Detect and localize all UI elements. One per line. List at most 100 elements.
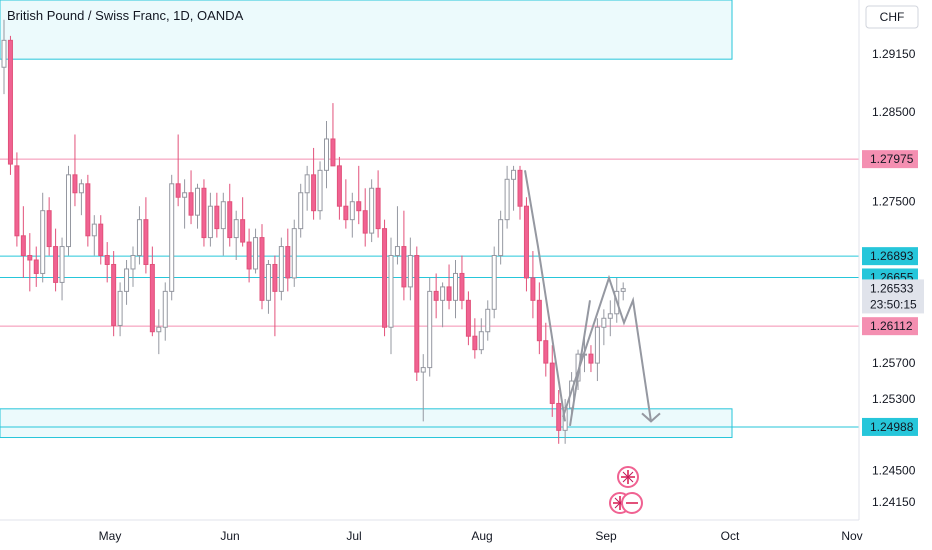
support-resistance-zone[interactable] xyxy=(0,408,733,439)
candle-body-down xyxy=(240,219,246,243)
candle xyxy=(601,309,607,346)
candle-body-down xyxy=(401,246,407,288)
candle xyxy=(401,210,407,301)
candle-body-up xyxy=(156,326,162,333)
candle-body-down xyxy=(227,201,233,239)
uk-flag-icon[interactable] xyxy=(617,466,639,488)
projection-arrowhead xyxy=(641,412,661,423)
candle-body-down xyxy=(433,290,439,301)
uk-flag-icon[interactable] xyxy=(609,492,643,514)
price-tick-label: 1.25700 xyxy=(872,356,916,370)
candle-body-up xyxy=(91,223,97,237)
candle-body-down xyxy=(111,263,117,326)
candle-body-down xyxy=(85,183,91,237)
candle xyxy=(291,219,297,287)
candle xyxy=(549,345,555,417)
price-axis[interactable]: 1.24150 1.24500 1.25300 1.25700 1.27500 1.285… xyxy=(862,47,924,509)
support-resistance-zone[interactable] xyxy=(0,0,733,60)
candle xyxy=(556,390,562,444)
candle xyxy=(343,179,349,229)
current-price-box[interactable] xyxy=(862,279,924,314)
candle xyxy=(98,215,104,265)
candle xyxy=(414,246,420,382)
candle-body-up xyxy=(601,317,607,328)
candle xyxy=(465,291,471,346)
candle-body-down xyxy=(382,228,388,328)
current-price-label: 1.26533 xyxy=(870,281,914,295)
price-tick-label: 1.24500 xyxy=(872,464,916,478)
price-line-label-box[interactable] xyxy=(862,247,918,266)
candle xyxy=(136,206,142,265)
candle xyxy=(233,210,239,260)
price-line-label-box[interactable] xyxy=(862,150,918,169)
candle xyxy=(304,165,310,211)
candle-body-up xyxy=(394,246,400,257)
candle xyxy=(240,197,246,247)
candle-body-down xyxy=(246,241,252,270)
candle-body-up xyxy=(369,187,375,234)
candle-body-up xyxy=(66,174,71,248)
candle-body-down xyxy=(356,201,362,212)
chart-title: British Pound / Swiss Franc, 1D, OANDA xyxy=(7,8,244,23)
candle xyxy=(324,121,329,189)
projection-path[interactable] xyxy=(562,274,652,422)
projection-layer xyxy=(524,170,661,427)
candle-body-down xyxy=(446,286,452,301)
candle-body-up xyxy=(388,255,394,328)
candle-body-up xyxy=(40,210,46,274)
candle-body-up xyxy=(407,255,413,288)
candle xyxy=(33,246,39,287)
candle-body-down xyxy=(588,353,594,364)
candle-body-down xyxy=(188,192,194,216)
candle xyxy=(104,242,110,283)
candle-body-up xyxy=(304,174,310,194)
candle-body-up xyxy=(504,178,510,221)
candle-body-up xyxy=(298,192,304,230)
price-line-label: 1.26112 xyxy=(870,319,913,333)
candle-body-down xyxy=(375,187,381,230)
candle xyxy=(317,161,323,220)
candle-body-down xyxy=(20,235,26,257)
candle xyxy=(46,197,52,256)
currency-badge-box[interactable] xyxy=(865,5,919,29)
candle xyxy=(188,170,194,225)
candle xyxy=(285,228,291,292)
candle xyxy=(59,237,65,301)
candle-body-down xyxy=(201,187,207,239)
candle xyxy=(523,197,529,292)
candle-body-down xyxy=(46,210,52,248)
candle-body-up xyxy=(607,313,613,319)
candle xyxy=(195,183,200,229)
candle-body-down xyxy=(517,169,523,207)
price-line-label-box[interactable] xyxy=(862,317,918,336)
candle-body-up xyxy=(78,183,84,194)
time-tick-label: Sep xyxy=(595,529,617,543)
price-tick-label: 1.28500 xyxy=(872,105,916,119)
candle xyxy=(78,179,84,216)
candle-body-down xyxy=(72,174,78,194)
projection-path-down[interactable] xyxy=(524,170,566,422)
price-line-label: 1.27975 xyxy=(870,152,914,166)
candle-body-down xyxy=(53,246,59,283)
candle xyxy=(394,206,400,265)
candle xyxy=(85,174,91,247)
event-flags-layer[interactable] xyxy=(609,466,643,514)
candle xyxy=(382,219,388,337)
candle xyxy=(169,174,175,301)
candle-body-up xyxy=(485,308,491,333)
price-tick-label: 1.27500 xyxy=(872,195,916,209)
time-axis[interactable]: May Jun Jul Aug Sep Oct Nov xyxy=(99,529,863,543)
candle-body-down xyxy=(7,39,13,165)
candle-body-down xyxy=(362,210,368,234)
candle-body-up xyxy=(59,246,65,283)
candle-body-down xyxy=(465,299,471,337)
candle xyxy=(388,237,394,355)
candle-body-down xyxy=(336,165,342,207)
projection-path-secondary[interactable] xyxy=(569,300,591,427)
price-line-label-box[interactable] xyxy=(862,417,918,436)
candle xyxy=(124,260,130,305)
candle-body-up xyxy=(317,169,323,212)
candle-body-down xyxy=(549,362,555,404)
time-tick-label: May xyxy=(99,529,122,543)
